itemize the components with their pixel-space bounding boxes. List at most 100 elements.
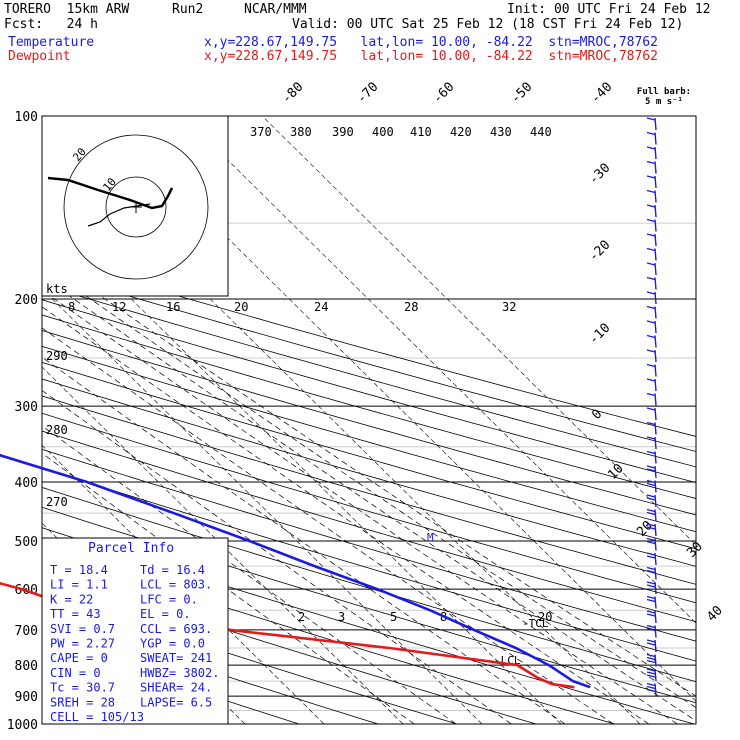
pressure-tick-label: 500 [15,535,38,550]
init-time: Init: 00 UTC Fri 24 Feb 12 [507,2,711,17]
wind-barb-flag [646,659,656,664]
wind-barb-flag [646,305,656,310]
run-label: Run2 [172,2,204,17]
wind-barb-flag [646,526,656,530]
plot-frame [41,115,697,725]
wind-barb-staff [654,233,657,247]
parcel-info-value: Tc = 30.7 [50,681,115,695]
wind-barb-flag [646,276,656,281]
mixing-ratio-label: 2 [298,610,305,624]
hodograph-kts-label: kts [46,282,68,296]
dry-adiabat [42,412,696,604]
wind-barb-staff [654,422,657,435]
wind-barb-flag [646,407,656,411]
isotherm-label: -80 [279,80,306,107]
wind-barb-staff [654,335,657,348]
wind-barb-staff [654,364,657,377]
dry-adiabat [42,467,696,662]
forecast-hour: Fcst: 24 h [4,17,98,32]
wind-barb-flag [646,465,656,469]
wind-barb-flag [646,688,656,693]
theta-label: 380 [290,125,312,139]
wind-barb-staff [654,320,657,334]
parcel-info-value: LCL = 803. [140,578,212,592]
dry-adiabat [42,615,379,724]
wind-barb-flag [646,146,656,150]
wind-barb-flag [646,160,656,165]
wind-barb-flag [646,497,656,501]
parcel-info-value: HWBZ= 3802. [140,666,219,680]
isotherm-line [0,116,8,724]
wind-barb-flag [646,671,656,675]
wind-barb-flag [646,656,656,661]
wind-barb-staff [654,117,657,131]
wind-barb-flag [646,523,656,527]
wind-barb-staff [654,393,657,406]
wind-barb-staff [654,480,657,493]
wind-barb-flag [646,642,656,646]
parcel-info-value: CIN = 0 [50,666,101,680]
dry-adiabat [42,314,696,499]
theta-label: 410 [410,125,432,139]
mixing-ratio-line [42,356,566,724]
wind-barb-flag [646,233,656,237]
wind-barb-flag [646,595,656,600]
wind-barb-flag [646,175,656,179]
temperature-label: Temperature [8,35,95,50]
isotherm-label: -30 [586,161,613,188]
wind-barb-staff [654,291,657,305]
pressure-tick-label: 900 [15,690,38,705]
parcel-info-value: YGP = 0.0 [140,637,205,651]
wind-barb-staff [654,509,657,522]
theta-label: 370 [250,125,272,139]
wind-barb-staff [654,132,657,145]
wind-barb-flag [646,584,656,588]
wind-barb-flag [646,537,656,542]
pressure-tick-label: 400 [15,476,38,491]
pressure-tick-label: 200 [15,293,38,308]
parcel-info-value: SHEAR= 24. [140,681,212,695]
theta-label: 430 [490,125,512,139]
barb-legend-label: 5 m s⁻¹ [645,97,683,107]
dewpoint-location: x,y=228.67,149.75 lat,lon= 10.00, -84.22… [204,49,658,64]
wind-barb-flag [646,349,656,353]
mixing-ratio-line [42,390,512,724]
mixing-ratio-label: 24 [314,300,328,314]
mixing-ratio-line [42,254,696,697]
wind-barb-flag [646,685,656,690]
isotherm-label: -50 [508,80,535,107]
parcel-info-value: TT = 43 [50,607,101,621]
wind-barb-staff [654,494,657,508]
wind-barb-flag [646,421,656,426]
pressure-tick-label: 800 [15,659,38,674]
wind-barb-flag [646,450,656,455]
wind-barb-flag [646,494,656,498]
pressure-tick-label: 700 [15,624,38,639]
isotherm-label: 40 [704,603,726,625]
wind-barb-flag [646,482,656,487]
wind-barb-flag [646,653,656,658]
wind-barb-flag [646,131,656,136]
wind-barb-staff [654,538,657,551]
isotherm-label: -60 [430,80,457,107]
wind-barb-staff [654,349,657,363]
pressure-tick-label: 100 [15,110,38,125]
wind-barb-flag [646,627,656,632]
wind-barb-flag [646,511,656,516]
wind-barb-flag [646,392,656,397]
dry-adiabat [42,330,696,516]
parcel-info-value: CAPE = 0 [50,651,108,665]
wind-barb-staff [654,581,657,595]
temperature-location: x,y=228.67,149.75 lat,lon= 10.00, -84.22… [204,35,658,50]
theta-label: 400 [372,125,394,139]
wind-barb-flag [646,555,656,559]
wind-barb-staff [654,625,657,638]
wind-barbs [646,117,657,696]
mixing-ratio-label: 32 [502,300,516,314]
mixing-ratio-line [42,264,696,709]
source-label: NCAR/MMM [244,2,307,17]
wind-barb-staff [654,523,657,537]
mixing-ratio-label: 28 [404,300,418,314]
wind-barb-staff [654,451,657,464]
